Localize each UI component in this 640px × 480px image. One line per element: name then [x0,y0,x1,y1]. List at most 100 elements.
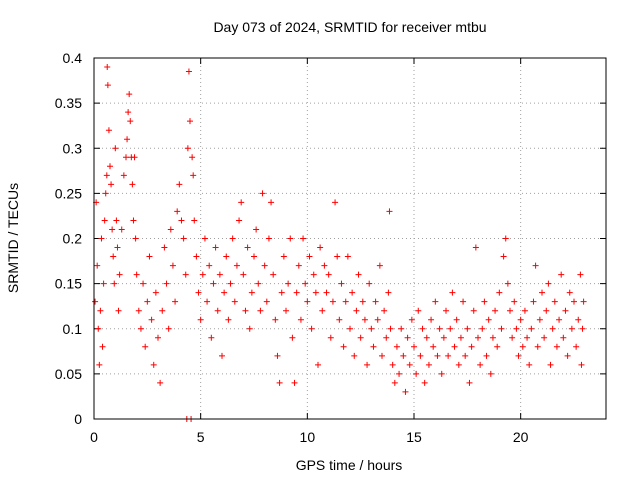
data-point [246,325,253,332]
data-point [195,289,202,296]
data-point [114,244,121,251]
data-point [300,235,307,242]
data-point [541,334,548,341]
data-point [451,343,458,350]
data-point [342,298,349,305]
data-point [133,271,140,278]
data-point [112,145,119,152]
data-point [447,325,454,332]
data-point [353,307,360,314]
data-point [184,145,191,152]
y-tick-label: 0.1 [63,321,83,337]
data-point [190,172,197,179]
data-point [118,226,125,233]
data-point [140,280,147,287]
data-point [530,298,537,305]
data-point [468,343,475,350]
data-point [558,271,565,278]
data-point [165,325,172,332]
data-point [336,316,343,323]
data-point [434,352,441,359]
data-point [347,325,353,332]
data-point [578,361,585,368]
data-point [425,361,432,368]
y-tick-label: 0.3 [63,140,83,156]
data-point [310,271,317,278]
data-point [212,244,219,251]
data-point [432,298,439,305]
data-point [440,334,447,341]
data-point [109,226,116,233]
data-point [208,334,215,341]
data-point [132,235,139,242]
data-point [340,343,347,350]
data-point [436,325,443,332]
data-point [532,262,539,269]
data-point [108,181,115,188]
data-point [355,271,362,278]
data-point [502,235,509,242]
data-point [197,316,204,323]
data-point [539,289,545,296]
data-point [199,271,206,278]
data-point [400,352,407,359]
data-point [419,325,426,332]
data-point [315,361,321,368]
data-point [125,109,132,116]
data-point [323,289,330,296]
data-point [174,208,181,215]
data-point [101,217,108,224]
data-point [507,307,513,314]
data-point [221,289,228,296]
data-point [483,352,490,359]
data-point [126,91,133,98]
data-point [99,343,106,350]
data-point [233,262,240,269]
data-point [411,343,417,350]
data-point [278,289,285,296]
data-point [485,316,492,323]
data-point [248,289,255,296]
data-point [265,235,272,242]
data-point [293,289,300,296]
data-point [182,271,189,278]
data-point [487,370,494,377]
data-point [312,289,319,296]
data-point [338,280,345,287]
data-point [317,244,324,251]
plot-frame [93,57,607,420]
data-point [526,361,533,368]
data-point [519,343,526,350]
y-tick-label: 0.4 [63,50,83,66]
data-point [556,316,563,323]
data-point [157,379,164,386]
data-point [472,244,479,251]
data-point [274,352,281,359]
data-point [379,352,385,359]
data-point [549,325,556,332]
data-point [517,316,524,323]
x-tick-label: 10 [300,429,316,445]
x-tick-label: 20 [513,429,529,445]
data-point [496,289,503,296]
data-point [357,334,364,341]
data-point [391,379,398,386]
data-point [159,307,166,314]
data-point [111,280,118,287]
data-point [368,325,375,332]
data-point [297,316,304,323]
data-point [524,334,531,341]
data-point [103,172,110,179]
data-point [573,343,580,350]
data-point [479,325,486,332]
data-point [238,199,245,206]
data-point [96,361,103,368]
data-point [94,262,101,269]
data-point [219,352,225,359]
data-point [257,307,264,314]
data-point [577,271,584,278]
data-point [413,370,420,377]
data-point [287,235,294,242]
data-point [359,298,366,305]
